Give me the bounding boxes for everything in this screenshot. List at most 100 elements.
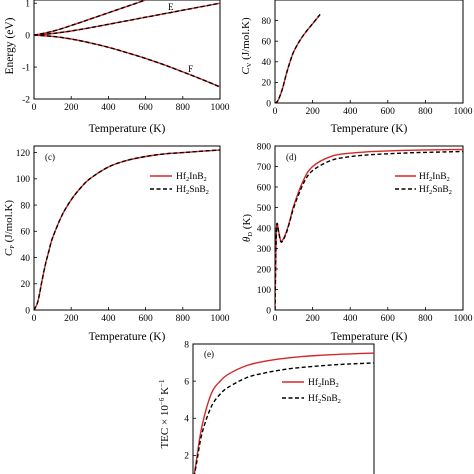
panel-d-ytick-label: 400 bbox=[257, 224, 272, 234]
panel-d-ytick-label: 600 bbox=[257, 183, 272, 193]
panel-b-ytick-label: 80 bbox=[262, 17, 272, 27]
panel-e-label: (e) bbox=[204, 349, 214, 359]
panel-d-xtick-label: 600 bbox=[381, 314, 396, 324]
panel-c-xtick-label: 1000 bbox=[211, 314, 230, 324]
panel-c-ytick-label: 120 bbox=[16, 149, 31, 159]
panel-d-xticks: 0 200 400 600 800 1000 bbox=[273, 307, 473, 324]
panel-d-legend-hf2inb2: Hf2InB2 bbox=[419, 171, 450, 183]
panel-b-xtick-label: 200 bbox=[305, 107, 320, 117]
panel-a-ytick-label: 0 bbox=[25, 31, 30, 41]
panel-a-series-F-red bbox=[34, 34, 220, 88]
panel-a-xticks: 0 200 400 600 800 1000 bbox=[32, 96, 230, 113]
panel-a-frame bbox=[33, 0, 221, 100]
panel-b-ytick-label: 0 bbox=[266, 99, 271, 109]
panel-c-label: (c) bbox=[45, 152, 55, 162]
panel-c-ytick-label: 60 bbox=[21, 228, 31, 238]
panel-b-curves bbox=[275, 13, 321, 103]
panel-a-series-upper-red bbox=[34, 0, 146, 36]
panel-b-xtick-label: 600 bbox=[381, 107, 396, 117]
panel-d-ytick-label: 700 bbox=[257, 163, 272, 173]
panel-a-xtick-label: 600 bbox=[138, 103, 153, 113]
panel-d-label: (d) bbox=[286, 152, 297, 162]
panel-e-ytick-label: 8 bbox=[184, 340, 189, 350]
panel-e-curves bbox=[193, 352, 374, 474]
panel-a-ylabel: Energy (eV) bbox=[4, 17, 16, 74]
panel-b-xtick-label: 400 bbox=[343, 107, 358, 117]
panel-c-ytick-label: 0 bbox=[25, 306, 30, 316]
panel-c-series-hf2snb2 bbox=[34, 149, 220, 310]
panel-d-frame bbox=[274, 145, 464, 311]
panel-d-legend-hf2snb2: Hf2SnB2 bbox=[419, 184, 452, 196]
panel-b-xtick-label: 800 bbox=[418, 107, 433, 117]
panel-e-ytick-label: 4 bbox=[184, 415, 189, 425]
panel-e-legend-hf2inb2: Hf2InB2 bbox=[308, 377, 339, 389]
panel-a-xtick-label: 400 bbox=[101, 103, 116, 113]
panel-a-xtick-label: 200 bbox=[64, 103, 79, 113]
panel-c-legend-hf2inb2: Hf2InB2 bbox=[176, 171, 207, 183]
panel-d-ytick-label: 100 bbox=[257, 286, 272, 296]
panel-d-xtick-label: 0 bbox=[273, 314, 278, 324]
panel-c-xtick-label: 600 bbox=[138, 314, 153, 324]
panel-d-yticks: 0 100 200 300 400 500 600 700 800 bbox=[257, 142, 278, 316]
panel-d-ytick-label: 0 bbox=[266, 306, 271, 316]
panel-b-ytick-label: 20 bbox=[262, 79, 272, 89]
panel-e-frame bbox=[192, 343, 375, 474]
panel-a-series-E-red bbox=[34, 2, 220, 36]
panel-b-frame bbox=[274, 0, 464, 104]
panel-a-series-F-dashed bbox=[34, 34, 220, 88]
panel-a-xtick-label: 0 bbox=[32, 103, 37, 113]
panel-d-ytick-label: 800 bbox=[257, 142, 272, 152]
panel-c-ytick-label: 100 bbox=[16, 175, 31, 185]
panel-c-frame bbox=[33, 145, 221, 311]
panel-d-xtick-label: 800 bbox=[418, 314, 433, 324]
panel-c-curves bbox=[34, 149, 220, 310]
panel-a-ytick-label: 1 bbox=[25, 0, 30, 9]
panel-a: 0 200 400 600 800 1000 -2 -1 0 1 Temperature (K)… bbox=[4, 0, 230, 135]
panel-b-series-0-dashed bbox=[275, 13, 321, 103]
panel-b-ytick-label: 60 bbox=[262, 38, 272, 48]
panel-c-ylabel: CP (J/mol.K) bbox=[3, 200, 16, 257]
panel-a-label-f: F bbox=[188, 64, 193, 74]
panel-c-ytick-label: 20 bbox=[21, 280, 31, 290]
panel-c-xlabel: Temperature (K) bbox=[89, 331, 166, 343]
panel-c-xtick-label: 400 bbox=[101, 314, 116, 324]
panel-b-xtick-label: 1000 bbox=[454, 107, 473, 117]
panel-d-ytick-label: 500 bbox=[257, 204, 272, 214]
panel-c-ytick-label: 80 bbox=[21, 201, 31, 211]
panel-c-ytick-label: 40 bbox=[21, 254, 31, 264]
panel-d-xtick-label: 200 bbox=[305, 314, 320, 324]
panel-b-xtick-label: 0 bbox=[273, 107, 278, 117]
panel-a-xlabel: Temperature (K) bbox=[89, 123, 166, 135]
panel-b-ytick-label: 40 bbox=[262, 58, 272, 68]
panel-a-yticks: -2 -1 0 1 bbox=[22, 0, 37, 105]
panel-a-ytick-label: -2 bbox=[22, 95, 30, 105]
panel-d-legend: Hf2InB2 Hf2SnB2 bbox=[395, 171, 452, 196]
panel-e-ylabel: TEC × 10−6 K−1 bbox=[158, 379, 171, 449]
panel-a-ytick-label: -1 bbox=[22, 63, 30, 73]
panel-c-legend-hf2snb2: Hf2SnB2 bbox=[176, 184, 209, 196]
panel-a-series-upper-dashed bbox=[34, 0, 146, 36]
panel-b-yticks: 0 20 40 60 80 bbox=[262, 17, 278, 109]
panel-d-ylabel: θD (K) bbox=[241, 214, 254, 242]
panel-c-xtick-label: 800 bbox=[176, 314, 191, 324]
panel-b: 0 200 400 600 800 1000 0 20 40 60 80 Temperature … bbox=[240, 0, 473, 135]
panel-e-yticks: 2 4 6 8 bbox=[184, 340, 196, 462]
panel-a-curves bbox=[34, 0, 220, 88]
panel-d-series-hf2snb2 bbox=[275, 150, 463, 310]
panel-d: 0 200 400 600 800 1000 0 100 200 300 400 500 600 700… bbox=[241, 142, 473, 343]
panel-a-xtick-label: 800 bbox=[176, 103, 191, 113]
panel-c-xtick-label: 0 bbox=[32, 314, 37, 324]
panel-d-curves bbox=[275, 148, 463, 310]
panel-c-xtick-label: 200 bbox=[64, 314, 79, 324]
panel-b-ylabel: CV (J/mol.K) bbox=[240, 17, 253, 75]
panel-e-series-hf2inb2 bbox=[193, 352, 374, 474]
panel-c-legend: Hf2InB2 Hf2SnB2 bbox=[150, 171, 209, 196]
panel-c-yticks: 0 20 40 60 80 100 120 bbox=[16, 149, 37, 316]
panel-d-xlabel: Temperature (K) bbox=[331, 331, 408, 343]
panel-a-label-e: E bbox=[168, 2, 174, 12]
panel-c: 0 200 400 600 800 1000 0 20 40 60 80 100 120 (c) Te… bbox=[3, 145, 230, 343]
panel-a-xtick-label: 1000 bbox=[211, 103, 230, 113]
panel-b-xlabel: Temperature (K) bbox=[331, 123, 408, 135]
panel-d-ytick-label: 200 bbox=[257, 265, 272, 275]
